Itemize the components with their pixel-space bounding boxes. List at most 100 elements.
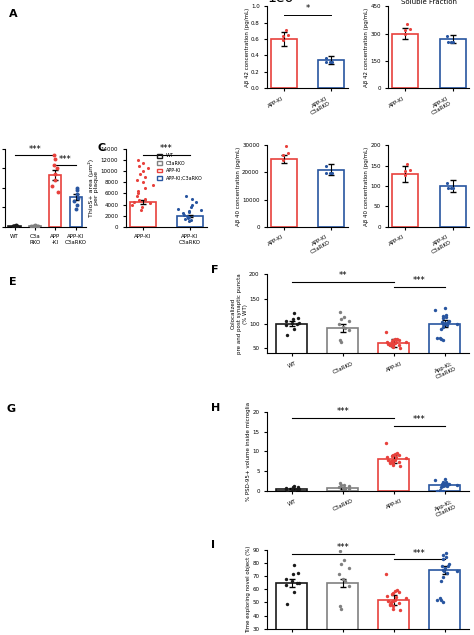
Title: Soluble Fraction: Soluble Fraction xyxy=(401,0,457,4)
Point xyxy=(447,37,455,47)
Bar xyxy=(276,583,307,635)
Point xyxy=(389,340,396,351)
Point xyxy=(453,319,461,329)
Bar xyxy=(392,34,418,88)
Bar xyxy=(276,489,307,491)
Point xyxy=(453,565,461,575)
Point xyxy=(337,559,345,569)
Text: ***: *** xyxy=(28,145,41,154)
Point xyxy=(444,183,451,193)
Point xyxy=(392,592,400,602)
Bar xyxy=(439,186,465,227)
Point xyxy=(436,485,444,495)
Point xyxy=(289,318,296,328)
Point xyxy=(139,157,146,168)
Point xyxy=(185,211,192,222)
Point xyxy=(182,214,189,224)
Bar xyxy=(328,583,358,635)
Point xyxy=(135,155,142,165)
Point xyxy=(337,605,345,615)
Text: A: A xyxy=(9,9,18,19)
Text: ***: *** xyxy=(413,415,426,424)
Point xyxy=(387,339,395,349)
Point xyxy=(31,220,38,231)
Point xyxy=(393,585,401,595)
Point xyxy=(436,593,444,603)
Point xyxy=(146,198,154,208)
Point xyxy=(346,563,353,573)
Bar xyxy=(429,570,460,635)
Point xyxy=(290,481,298,491)
Point xyxy=(323,57,330,67)
Point xyxy=(335,570,343,580)
Point xyxy=(280,31,287,41)
Point xyxy=(443,30,451,41)
Point xyxy=(443,320,451,330)
Point xyxy=(51,175,59,185)
Point xyxy=(442,312,450,323)
Bar xyxy=(328,488,358,491)
Point xyxy=(383,337,390,347)
Point xyxy=(442,318,449,328)
Text: APP-KI;C3aRKO: APP-KI;C3aRKO xyxy=(143,404,190,409)
Point xyxy=(388,450,396,460)
Point xyxy=(340,321,347,331)
Point xyxy=(389,339,397,349)
Text: H: H xyxy=(211,403,220,413)
Point xyxy=(383,327,390,337)
Point xyxy=(340,574,347,584)
Point xyxy=(440,319,448,329)
Point xyxy=(337,480,345,490)
Point xyxy=(340,555,347,565)
Point xyxy=(340,483,347,493)
Point xyxy=(180,208,187,218)
Point xyxy=(290,324,298,334)
Point xyxy=(396,605,403,615)
Point xyxy=(401,170,408,180)
Point xyxy=(136,169,144,179)
Point xyxy=(442,563,449,573)
Point xyxy=(403,18,411,29)
Point xyxy=(337,488,345,498)
Text: WT: WT xyxy=(32,277,43,283)
Point xyxy=(433,333,440,344)
Point xyxy=(326,168,334,178)
Point xyxy=(392,338,399,349)
Text: I: I xyxy=(211,540,215,551)
Point xyxy=(135,185,142,196)
Bar xyxy=(129,202,155,227)
Point xyxy=(437,324,445,335)
Point xyxy=(392,334,399,344)
Point xyxy=(437,595,445,605)
Point xyxy=(187,215,195,225)
Point xyxy=(134,189,141,199)
Point xyxy=(185,206,192,217)
Point xyxy=(387,456,395,466)
Point xyxy=(436,333,444,343)
Point xyxy=(386,458,394,468)
Point xyxy=(439,335,447,345)
Point xyxy=(9,220,17,231)
Point xyxy=(403,159,411,169)
Bar xyxy=(429,485,460,491)
Bar xyxy=(49,175,62,227)
Point xyxy=(440,566,448,576)
Point xyxy=(337,337,345,347)
Point xyxy=(285,149,292,159)
Point xyxy=(289,569,297,579)
Text: C3aRKO: C3aRKO xyxy=(137,277,165,283)
Point xyxy=(389,335,396,345)
Text: ***: *** xyxy=(413,276,426,285)
Point xyxy=(139,166,146,177)
Point xyxy=(402,453,410,463)
Text: *: * xyxy=(306,4,310,13)
Text: **: ** xyxy=(338,271,347,280)
Point xyxy=(283,330,291,340)
Point xyxy=(445,316,453,326)
Legend: WT, C3aRKO, APP-KI, APP-KI;C3aRKO: WT, C3aRKO, APP-KI, APP-KI;C3aRKO xyxy=(155,151,204,183)
Point xyxy=(389,601,396,611)
Point xyxy=(346,581,353,591)
Point xyxy=(51,154,59,164)
Point xyxy=(189,194,196,204)
Point xyxy=(442,552,450,562)
